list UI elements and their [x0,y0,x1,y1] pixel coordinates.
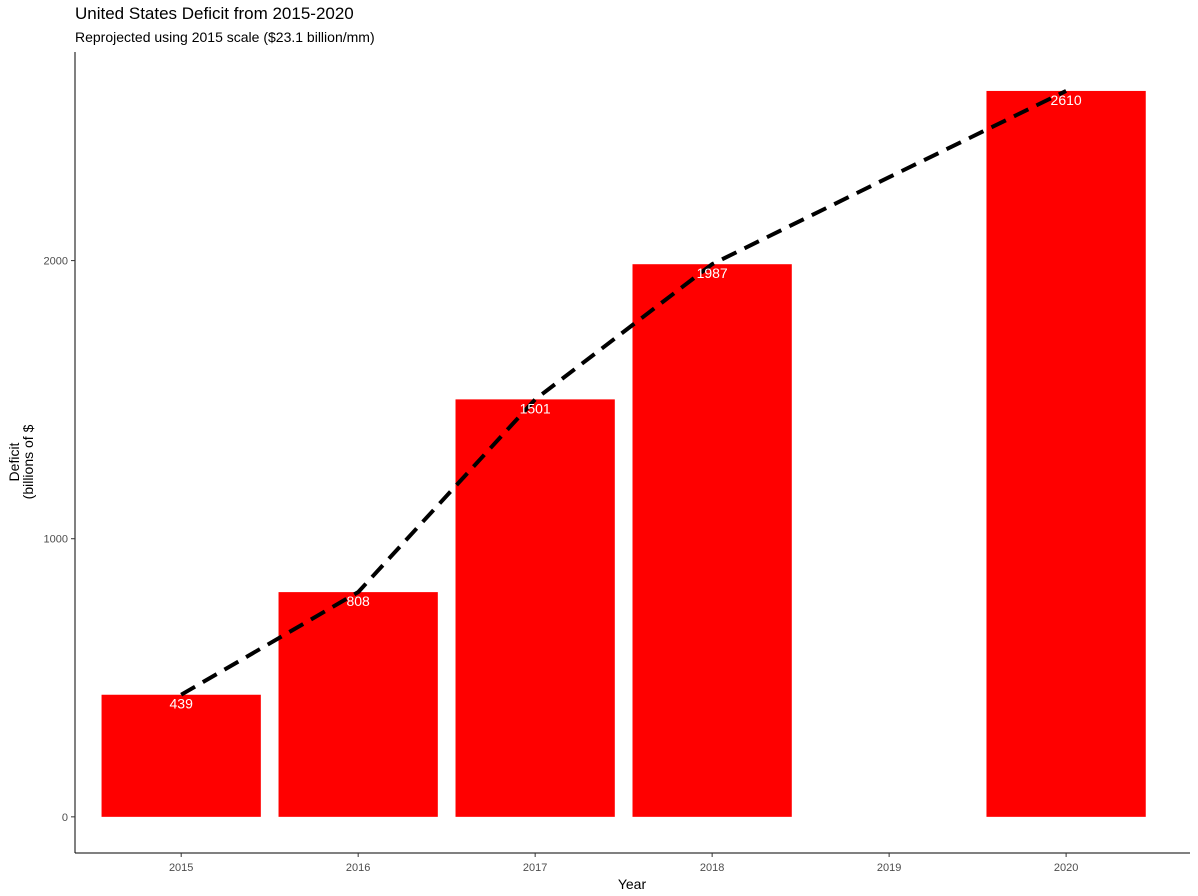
bar-label-2015: 439 [170,696,194,712]
y-tick-label-2000: 2000 [44,256,68,268]
bar-2017 [455,399,615,817]
trend-line [180,89,1067,697]
x-tick-label-2018: 2018 [700,862,724,874]
bars-layer [101,90,1146,817]
y-axis-title-line2: (billions of $ [20,424,36,499]
bar-labels-layer: 439 808 1501 1987 2610 [170,92,1082,712]
y-axis-title: Deficit (billions of $ [6,424,36,499]
bar-label-2018: 1987 [697,265,728,281]
axes-layer [74,52,1190,854]
bar-2018 [632,264,792,817]
y-axis-title-line1: Deficit [6,442,22,481]
x-tick-label-2015: 2015 [169,862,193,874]
trend-line-layer [180,89,1067,697]
x-tick-label-2016: 2016 [346,862,370,874]
y-tick-label-0: 0 [62,812,68,824]
bar-label-2017: 1501 [520,400,551,416]
bar-label-2020: 2610 [1051,92,1082,108]
bar-2015 [101,694,261,817]
bar-label-2016: 808 [346,593,370,609]
bar-2016 [278,592,438,817]
x-tick-label-2020: 2020 [1054,862,1078,874]
bar-2020 [986,90,1146,817]
ticks-layer: 2015 2016 2017 2018 2019 2020 0 1000 2000 [44,256,1079,874]
y-tick-label-1000: 1000 [44,534,68,546]
x-axis-title: Year [618,876,647,892]
x-tick-label-2019: 2019 [877,862,901,874]
chart-title: United States Deficit from 2015-2020 [75,4,354,23]
chart-subtitle: Reprojected using 2015 scale ($23.1 bill… [75,29,375,45]
x-tick-label-2017: 2017 [523,862,547,874]
